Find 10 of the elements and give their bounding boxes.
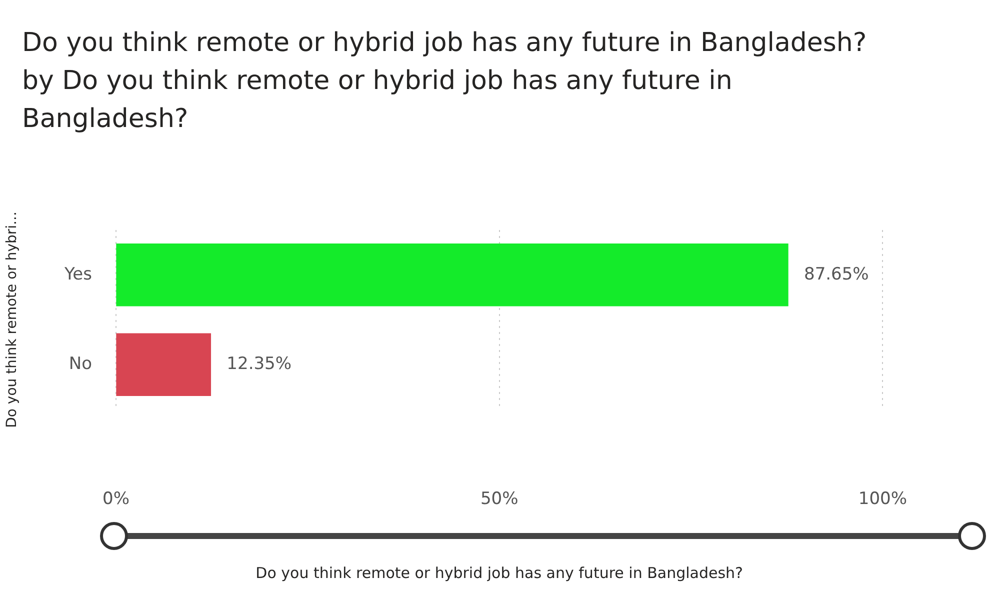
data-label: 87.65% — [804, 264, 869, 284]
y-tick-label: Yes — [64, 264, 92, 284]
x-tick-label: 50% — [480, 489, 518, 510]
chart-title: Do you think remote or hybrid job has any future in Bangladesh? by Do you think remote or hybrid job has any future in Bangladesh? — [22, 27, 868, 136]
y-axis-title: Do you think remote or hybri... — [4, 212, 20, 428]
x-axis-title: Do you think remote or hybrid job has any future in Bangladesh? — [256, 564, 744, 582]
data-label: 12.35% — [226, 354, 292, 374]
y-tick-label: No — [68, 354, 92, 374]
x-tick-label: 0% — [102, 489, 130, 510]
x-tick-label: 100% — [858, 489, 908, 510]
